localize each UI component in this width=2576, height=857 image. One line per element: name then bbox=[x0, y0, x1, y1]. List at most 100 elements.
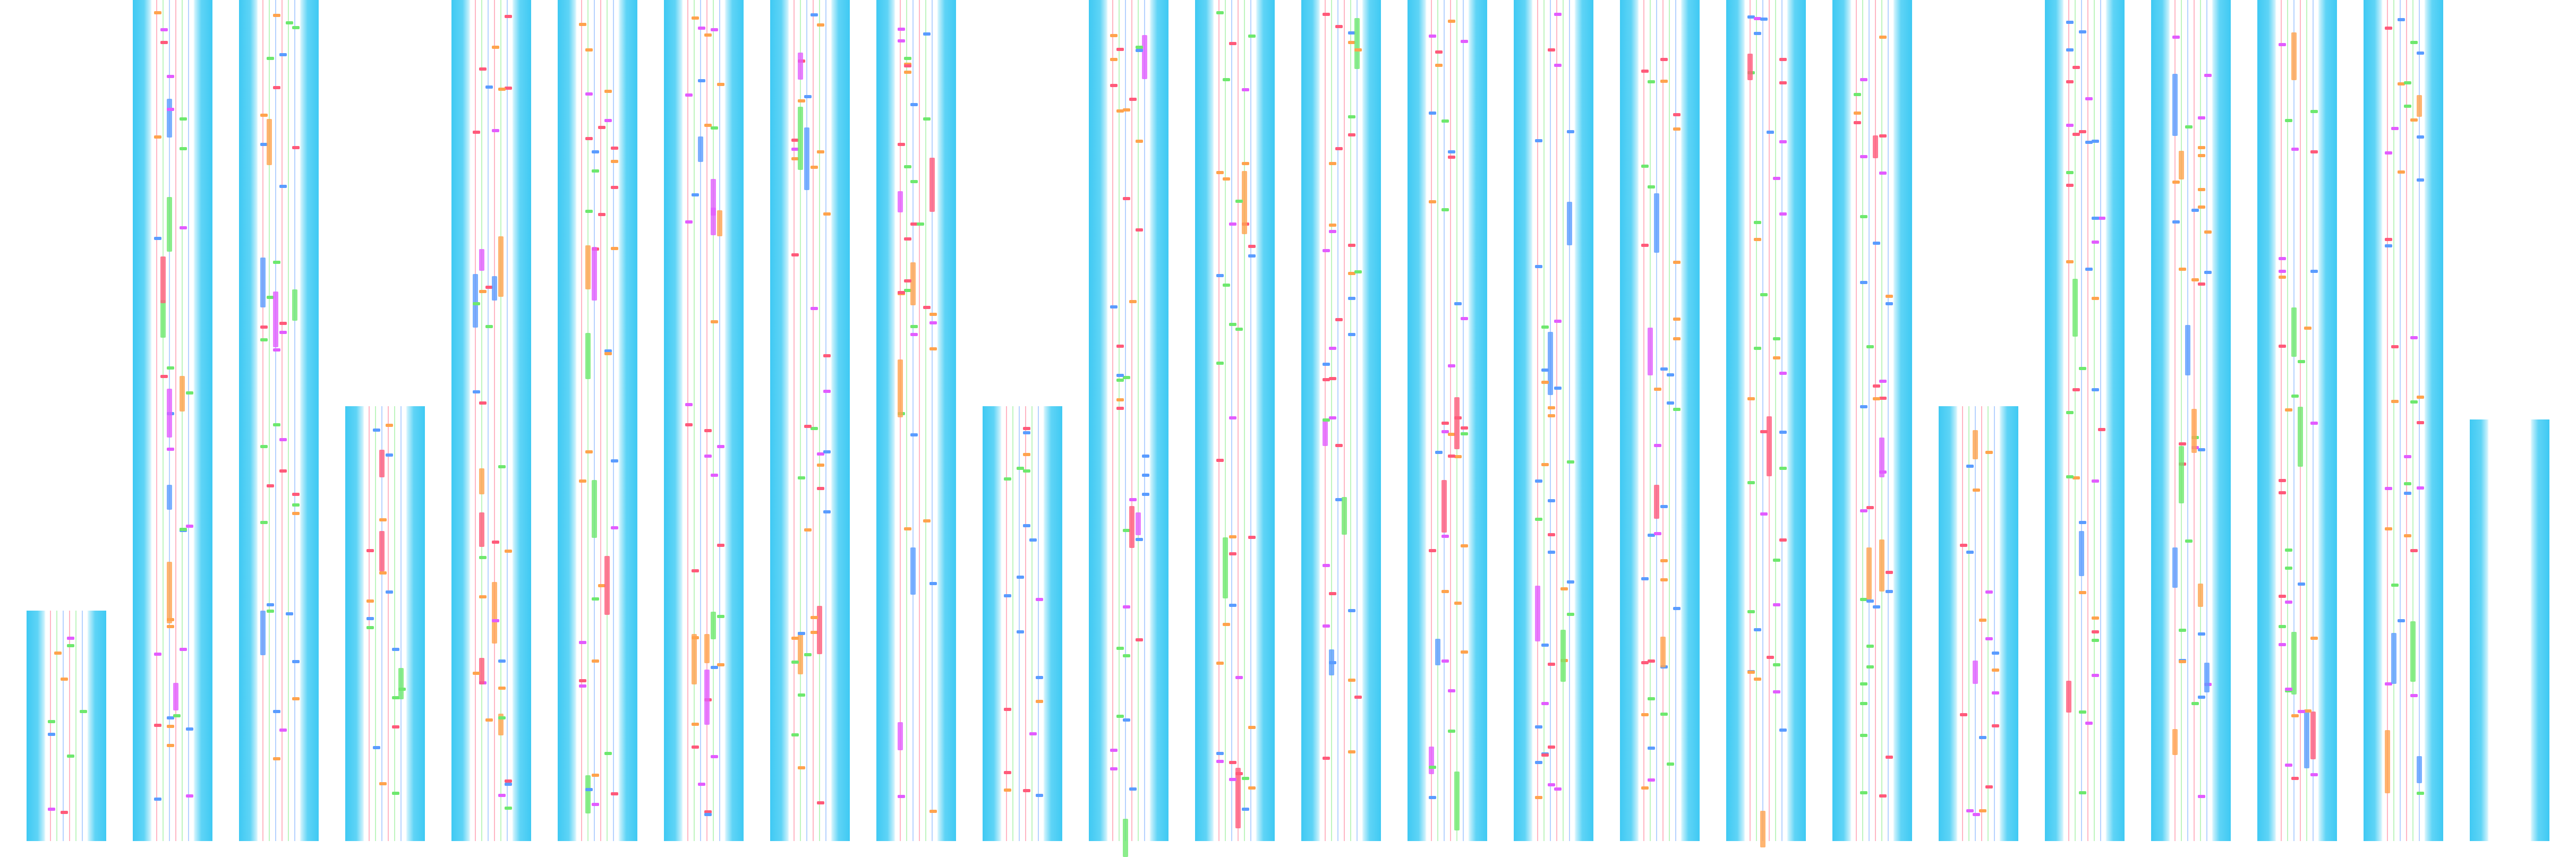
note-marker bbox=[292, 660, 300, 664]
note-marker bbox=[804, 424, 812, 428]
note-marker bbox=[2310, 109, 2318, 113]
note-marker bbox=[2298, 709, 2305, 713]
lane-line bbox=[156, 0, 157, 841]
note-marker bbox=[2279, 479, 2286, 483]
lane-line bbox=[1550, 0, 1551, 841]
chart-strip-1[interactable] bbox=[27, 611, 106, 841]
note-marker bbox=[366, 599, 374, 603]
chart-strip-8[interactable] bbox=[770, 0, 850, 841]
note-marker bbox=[173, 714, 181, 718]
note-marker bbox=[1123, 528, 1130, 532]
note-marker bbox=[2291, 776, 2299, 780]
chart-strip-2[interactable] bbox=[133, 0, 212, 841]
chart-strip-20[interactable] bbox=[2045, 0, 2125, 841]
note-marker bbox=[823, 212, 831, 216]
note-marker bbox=[1229, 535, 1236, 539]
note-marker bbox=[1660, 559, 1668, 563]
note-marker bbox=[1136, 46, 1143, 49]
note-marker bbox=[1441, 659, 1449, 663]
note-marker bbox=[2185, 539, 2193, 543]
note-marker bbox=[167, 624, 174, 628]
note-marker bbox=[2410, 118, 2418, 122]
note-marker bbox=[167, 75, 174, 79]
chart-strip-7[interactable] bbox=[664, 0, 744, 841]
chart-strip-22[interactable] bbox=[2257, 0, 2337, 841]
note-marker bbox=[2417, 396, 2424, 399]
hold-note bbox=[2172, 729, 2178, 756]
note-marker bbox=[898, 143, 905, 147]
note-marker bbox=[273, 13, 280, 17]
lane-line bbox=[262, 0, 263, 841]
note-marker bbox=[1854, 92, 1861, 96]
note-marker bbox=[1860, 280, 1867, 284]
note-marker bbox=[2079, 590, 2086, 594]
chart-strip-21[interactable] bbox=[2151, 0, 2231, 841]
note-marker bbox=[1248, 726, 1256, 730]
note-marker bbox=[1654, 532, 1661, 536]
chart-strip-15[interactable] bbox=[1514, 0, 1593, 841]
lane-line bbox=[1344, 0, 1345, 841]
chart-strip-6[interactable] bbox=[558, 0, 637, 841]
hold-note bbox=[798, 106, 803, 170]
note-marker bbox=[929, 582, 937, 586]
note-marker bbox=[1242, 161, 1249, 165]
lane-line bbox=[1750, 0, 1751, 841]
chart-strip-19[interactable] bbox=[1939, 406, 2018, 841]
note-marker bbox=[1548, 783, 1555, 786]
note-marker bbox=[1979, 736, 1986, 740]
note-marker bbox=[505, 807, 512, 810]
hold-note bbox=[2410, 621, 2416, 682]
lane-line bbox=[2406, 0, 2407, 841]
hold-note bbox=[1342, 497, 1347, 535]
note-marker bbox=[485, 324, 493, 328]
note-marker bbox=[2172, 180, 2180, 184]
chart-strip-17[interactable] bbox=[1726, 0, 1806, 847]
note-marker bbox=[685, 220, 693, 224]
note-marker bbox=[1461, 650, 1468, 654]
hold-note bbox=[585, 245, 591, 290]
note-marker bbox=[2279, 345, 2286, 348]
note-marker bbox=[1567, 130, 1574, 134]
note-marker bbox=[1142, 455, 1149, 458]
lane-line bbox=[1250, 0, 1251, 841]
lane-line bbox=[1975, 406, 1976, 841]
lane-line bbox=[806, 0, 807, 841]
lane-line bbox=[819, 0, 820, 841]
note-marker bbox=[585, 92, 593, 96]
note-marker bbox=[611, 146, 618, 150]
chart-strip-14[interactable] bbox=[1408, 0, 1487, 841]
note-marker bbox=[479, 67, 487, 71]
note-marker bbox=[1216, 171, 1224, 175]
lane-line bbox=[1968, 406, 1969, 841]
chart-strip-16[interactable] bbox=[1620, 0, 1700, 841]
lane-line bbox=[1244, 0, 1245, 841]
note-marker bbox=[1354, 48, 1362, 52]
note-marker bbox=[1441, 208, 1449, 212]
chart-strip-5[interactable] bbox=[451, 0, 531, 841]
note-marker bbox=[154, 798, 161, 801]
note-marker bbox=[904, 71, 911, 74]
note-marker bbox=[1992, 691, 1999, 695]
note-marker bbox=[929, 347, 937, 351]
note-marker bbox=[1129, 97, 1137, 101]
note-marker bbox=[910, 324, 918, 328]
chart-strip-18[interactable] bbox=[1832, 0, 1912, 841]
note-marker bbox=[1648, 659, 1655, 663]
note-marker bbox=[2204, 270, 2212, 274]
lane-line bbox=[1656, 0, 1657, 841]
chart-strip-10[interactable] bbox=[983, 406, 1062, 841]
chart-strip-23[interactable] bbox=[2364, 0, 2443, 841]
chart-strip-4[interactable] bbox=[345, 406, 425, 841]
note-marker bbox=[473, 131, 480, 134]
chart-strip-9[interactable] bbox=[876, 0, 956, 841]
note-marker bbox=[1541, 368, 1549, 372]
chart-strip-13[interactable] bbox=[1301, 0, 1381, 841]
note-marker bbox=[579, 679, 586, 682]
chart-strip-24[interactable] bbox=[2470, 419, 2549, 841]
chart-strip-11[interactable] bbox=[1089, 0, 1168, 857]
note-marker bbox=[2092, 241, 2099, 244]
chart-strip-12[interactable] bbox=[1195, 0, 1275, 841]
note-marker bbox=[2198, 153, 2205, 157]
note-marker bbox=[1860, 701, 1867, 705]
chart-strip-3[interactable] bbox=[239, 0, 319, 841]
